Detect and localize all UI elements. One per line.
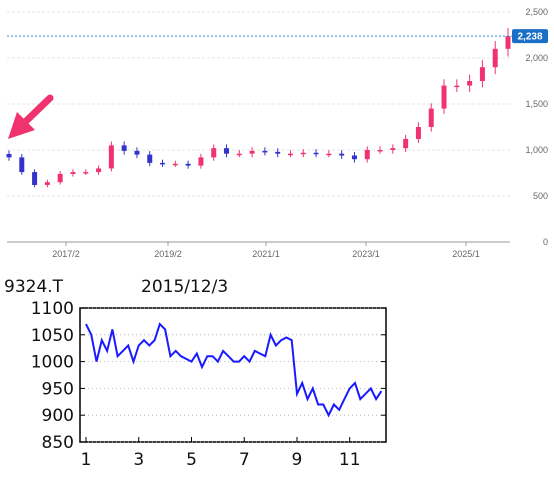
plot-frame [79,307,387,443]
candle-body [198,157,204,166]
top-chart-gridlines [7,11,510,246]
price-badge-label: 2,238 [517,32,542,43]
candle-body [287,153,293,156]
candle-body [160,162,166,165]
candle-body [313,152,319,155]
candle-body [505,36,511,49]
y-tick-label: 1100 [31,299,74,319]
y-tick-label: 500 [533,191,548,201]
pink-arrow-icon [8,94,54,139]
candle-body [96,168,102,173]
x-tick-label: 2019/2 [154,249,182,259]
arrow-shaft [18,94,54,129]
y-tick-label: 0 [543,237,548,247]
arrow-head [8,112,35,139]
candlestick-series [6,27,511,188]
candle-body [121,145,127,151]
x-tick-label: 1 [81,450,92,470]
current-price-badge: 2,238 [512,29,548,44]
candle-body [326,153,332,156]
candle-body [275,151,281,154]
candle-body [441,85,447,109]
candle-body [377,150,383,152]
candle-body [492,48,498,68]
y-tick-label: 1000 [31,353,74,373]
candle-body [479,67,485,81]
y-tick-label: 1050 [31,326,74,346]
candle-body [351,155,357,160]
y-tick-label: 850 [42,433,74,453]
x-tick-label: 5 [186,450,197,470]
candle-body [83,172,89,174]
candle-body [185,163,191,166]
y-tick-label: 1,000 [525,145,548,155]
x-tick-label: 2025/1 [452,249,480,259]
candle-body [262,150,268,153]
y-tick-label: 2,500 [525,7,548,17]
top-chart-y-axis: 0 500 1,000 1,500 2,000 2,500 [525,7,548,247]
y-tick-label: 950 [42,379,74,399]
candle-body [339,153,345,156]
candle-body [415,127,421,139]
candle-body [224,148,230,154]
candle-body [211,148,217,158]
candle-body [454,85,460,88]
candle-body [403,138,409,149]
ticker-symbol: 9324.T [4,277,64,297]
daily-price-line-chart: 9324.T 2015/12/3 850 900 950 1000 1050 1… [4,277,387,470]
candle-body [57,173,63,183]
candle-body [390,148,396,150]
x-tick-label: 2023/1 [352,249,380,259]
y-tick-label: 2,000 [525,53,548,63]
chart-date: 2015/12/3 [141,277,228,297]
x-tick-label: 2017/2 [52,249,80,259]
candle-body [32,172,38,185]
x-tick-label: 2021/1 [252,249,280,259]
candle-body [108,145,114,169]
candle-body [428,108,434,127]
candle-body [172,163,178,166]
candle-body [19,157,25,173]
candle-body [134,150,140,155]
candle-body [70,172,76,174]
candle-body [364,150,370,160]
price-badge-background [512,29,548,44]
candle-body [147,154,153,163]
x-tick-label: 11 [339,450,361,470]
long-term-candlestick-chart: 0 500 1,000 1,500 2,000 2,500 2017/2 201… [6,7,548,259]
x-tick-label: 7 [239,450,250,470]
candle-body [44,182,50,185]
y-tick-label: 1,500 [525,99,548,109]
candle-body [236,153,242,156]
price-series-line [85,322,383,418]
x-tick-label: 9 [292,450,303,470]
b-x-axis: 1 3 5 7 9 11 [81,450,361,470]
b-y-axis: 850 900 950 1000 1050 1100 [31,299,74,453]
candle-body [6,153,12,158]
x-tick-label: 3 [133,450,144,470]
candle-body [249,150,255,154]
y-tick-label: 900 [42,406,74,426]
candle-body [467,81,473,86]
candle-body [300,152,306,155]
top-chart-x-axis: 2017/2 2019/2 2021/1 2023/1 2025/1 [52,249,480,259]
